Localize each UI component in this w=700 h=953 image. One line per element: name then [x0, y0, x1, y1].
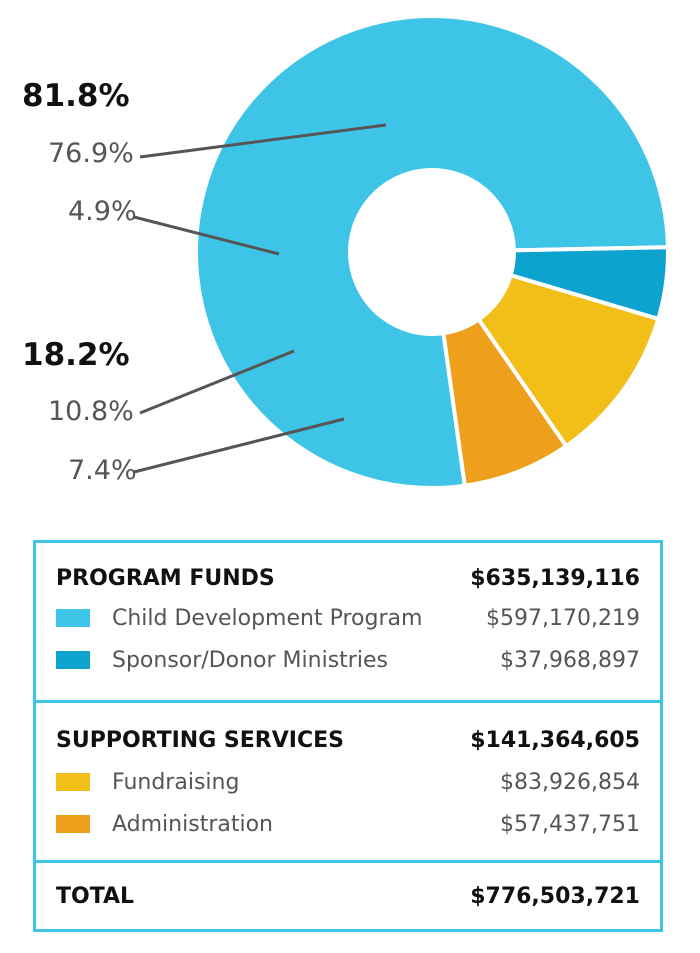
leader-line-2: [133, 215, 280, 256]
total-row: TOTAL $776,503,721: [56, 879, 640, 913]
funds-legend-table: PROGRAM FUNDS $635,139,116 Child Develop…: [33, 540, 663, 932]
slice-label-child-development: 76.9%: [48, 138, 134, 169]
program-funds-title: PROGRAM FUNDS: [56, 565, 275, 591]
legend-item-child-development: Child Development Program $597,170,219: [56, 601, 640, 635]
program-funds-header: PROGRAM FUNDS $635,139,116: [56, 561, 640, 595]
legend-item-administration: Administration $57,437,751: [56, 807, 640, 841]
legend-amount: $37,968,897: [500, 647, 640, 673]
total-title: TOTAL: [56, 883, 135, 909]
swatch-child-development: [56, 609, 90, 627]
swatch-administration: [56, 815, 90, 833]
donut-chart: [133, 16, 668, 488]
legend-label: Sponsor/Donor Ministries: [112, 647, 388, 673]
swatch-fundraising: [56, 773, 90, 791]
legend-item-fundraising: Fundraising $83,926,854: [56, 765, 640, 799]
donut-slice-fundraising: [475, 272, 661, 449]
leader-line-4: [133, 417, 345, 474]
slice-label-fundraising: 10.8%: [48, 396, 134, 427]
program-group-percent: 81.8%: [22, 78, 130, 114]
legend-amount: $597,170,219: [486, 605, 640, 631]
slice-label-administration: 7.4%: [68, 455, 137, 486]
supporting-services-header: SUPPORTING SERVICES $141,364,605: [56, 723, 640, 757]
legend-item-sponsor-donor: Sponsor/Donor Ministries $37,968,897: [56, 643, 640, 677]
legend-amount: $57,437,751: [500, 811, 640, 837]
supporting-services-section: SUPPORTING SERVICES $141,364,605 Fundrai…: [36, 700, 660, 863]
legend-label: Administration: [112, 811, 273, 837]
total-amount: $776,503,721: [470, 883, 640, 909]
supporting-services-total: $141,364,605: [470, 727, 640, 753]
swatch-sponsor-donor: [56, 651, 90, 669]
program-funds-total: $635,139,116: [470, 565, 640, 591]
slice-label-sponsor-donor: 4.9%: [68, 196, 137, 227]
total-section: TOTAL $776,503,721: [36, 860, 660, 932]
legend-label: Fundraising: [112, 769, 240, 795]
legend-label: Child Development Program: [112, 605, 423, 631]
supporting-services-title: SUPPORTING SERVICES: [56, 727, 344, 753]
leader-line-3: [139, 349, 295, 415]
legend-amount: $83,926,854: [500, 769, 640, 795]
donut-slice-administration: [441, 316, 569, 488]
leader-line-1: [139, 123, 387, 159]
program-funds-section: PROGRAM FUNDS $635,139,116 Child Develop…: [36, 543, 660, 700]
supporting-group-percent: 18.2%: [22, 337, 130, 373]
